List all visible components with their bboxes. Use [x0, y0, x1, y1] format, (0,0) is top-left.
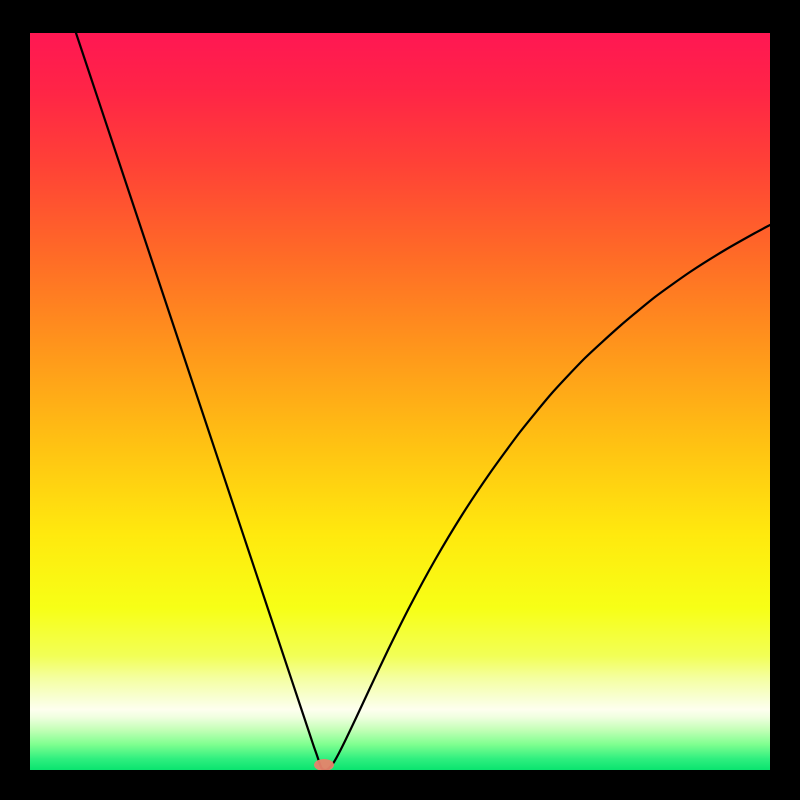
frame-border-left — [0, 0, 30, 800]
chart-background — [30, 33, 770, 770]
frame-border-bottom — [0, 770, 800, 800]
chart-svg — [30, 33, 770, 770]
plot-area — [30, 33, 770, 770]
frame-border-top — [0, 0, 800, 33]
frame-border-right — [770, 0, 800, 800]
